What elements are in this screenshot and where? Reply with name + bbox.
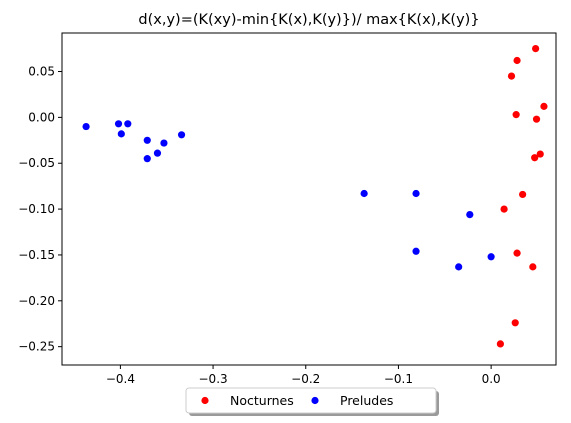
nocturnes-point-12 bbox=[512, 319, 519, 326]
nocturnes-point-0 bbox=[532, 45, 539, 52]
y-tick-label-2: −0.05 bbox=[18, 156, 55, 170]
nocturnes-point-9 bbox=[500, 205, 507, 212]
nocturnes-point-2 bbox=[508, 73, 515, 80]
y-tick-label-5: −0.20 bbox=[18, 294, 55, 308]
x-tick-label-3: −0.1 bbox=[384, 372, 413, 386]
nocturnes-point-4 bbox=[513, 111, 520, 118]
legend-marker-nocturnes bbox=[201, 397, 208, 404]
preludes-point-8 bbox=[144, 155, 151, 162]
legend-marker-preludes bbox=[311, 397, 318, 404]
preludes-point-14 bbox=[488, 253, 495, 260]
x-tick-label-2: −0.2 bbox=[291, 372, 320, 386]
nocturnes-point-10 bbox=[513, 250, 520, 257]
preludes-point-4 bbox=[178, 131, 185, 138]
x-tick-label-1: −0.3 bbox=[199, 372, 228, 386]
x-tick-label-4: 0.0 bbox=[482, 372, 501, 386]
preludes-point-1 bbox=[115, 120, 122, 127]
preludes-point-3 bbox=[118, 130, 125, 137]
legend-label-preludes: Preludes bbox=[340, 393, 393, 408]
x-tick-label-0: −0.4 bbox=[106, 372, 135, 386]
preludes-point-5 bbox=[144, 137, 151, 144]
legend-box bbox=[186, 388, 436, 413]
y-tick-label-1: 0.00 bbox=[28, 110, 55, 124]
legend: Nocturnes Preludes bbox=[186, 388, 439, 416]
legend-label-nocturnes: Nocturnes bbox=[230, 393, 294, 408]
preludes-point-11 bbox=[466, 211, 473, 218]
preludes-point-7 bbox=[154, 150, 161, 157]
nocturnes-point-1 bbox=[513, 57, 520, 64]
y-tick-label-3: −0.10 bbox=[18, 202, 55, 216]
plot-area bbox=[82, 45, 547, 348]
preludes-point-13 bbox=[455, 263, 462, 270]
y-tick-label-0: 0.05 bbox=[28, 65, 55, 79]
chart-title: d(x,y)=(K(xy)-min{K(x),K(y)})/ max{K(x),… bbox=[138, 12, 479, 28]
nocturnes-point-11 bbox=[529, 263, 536, 270]
preludes-point-6 bbox=[160, 139, 167, 146]
y-tick-label-4: −0.15 bbox=[18, 248, 55, 262]
nocturnes-point-5 bbox=[533, 116, 540, 123]
axes: −0.4 −0.3 −0.2 −0.1 0.0 0.05 0.00 −0.05 −0.10 −0.… bbox=[18, 33, 556, 386]
nocturnes-point-7 bbox=[531, 154, 538, 161]
preludes-point-0 bbox=[82, 123, 89, 130]
y-tick-label-6: −0.25 bbox=[18, 340, 55, 354]
preludes-point-2 bbox=[124, 120, 131, 127]
axes-frame bbox=[62, 33, 556, 365]
preludes-point-12 bbox=[412, 248, 419, 255]
preludes-point-9 bbox=[361, 190, 368, 197]
nocturnes-point-3 bbox=[540, 103, 547, 110]
nocturnes-point-8 bbox=[519, 191, 526, 198]
nocturnes-point-13 bbox=[497, 340, 504, 347]
preludes-point-10 bbox=[412, 190, 419, 197]
